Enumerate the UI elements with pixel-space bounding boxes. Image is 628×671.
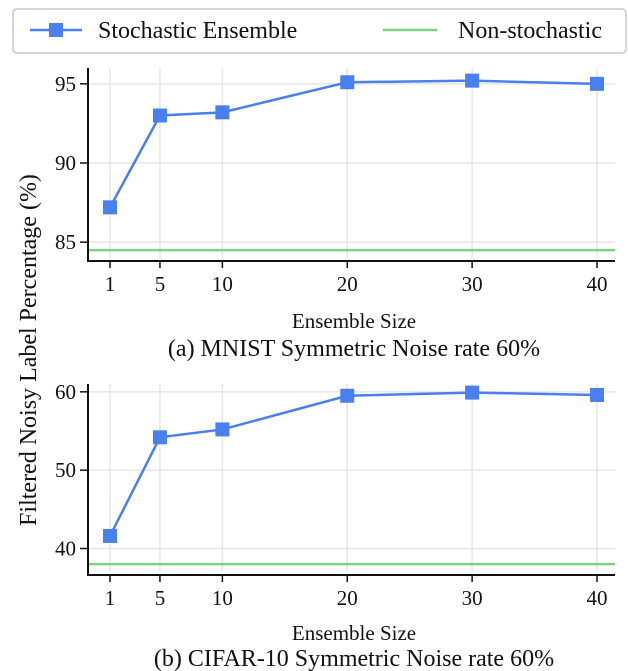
x-tick-label-30: 30: [462, 272, 483, 296]
y-tick-label-40: 40: [55, 537, 76, 561]
data-point-20: [340, 388, 355, 403]
legend: Stochastic Ensemble Non-stochastic: [12, 8, 627, 54]
caption-a: (a) MNIST Symmetric Noise rate 60%: [168, 336, 540, 362]
ticks-b: 1 5 10 20 30 40 40 50 60: [55, 380, 608, 610]
data-point-40: [590, 387, 604, 402]
axes-b: [87, 384, 615, 576]
legend-frame: [12, 8, 627, 54]
axes-a: [87, 68, 615, 262]
legend-item-stochastic: Stochastic Ensemble: [30, 18, 297, 44]
data-point-1: [103, 200, 117, 215]
x-tick-label-10: 10: [212, 586, 233, 610]
x-tick-label-20: 20: [337, 586, 358, 610]
x-axis-label-a: Ensemble Size: [292, 309, 416, 333]
x-tick-label-40: 40: [587, 272, 608, 296]
legend-marker-stochastic: [49, 23, 63, 37]
x-tick-label-40: 40: [587, 586, 608, 610]
ticks-a: 1 5 10 20 30 40 85 90 95: [55, 72, 608, 296]
data-point-20: [340, 75, 355, 90]
series-a: [103, 73, 604, 215]
chart-panel-a: 1 5 10 20 30 40 85 90 95 Ensemble Size (a) MNIST…: [55, 68, 615, 362]
x-tick-label-5: 5: [155, 272, 166, 296]
legend-label-nonstochastic: Non-stochastic: [458, 18, 602, 44]
data-point-40: [590, 76, 604, 91]
x-tick-label-20: 20: [337, 272, 358, 296]
y-axis-label: Filtered Noisy Label Percentage (%): [16, 174, 42, 526]
data-point-1: [103, 528, 117, 543]
y-tick-label-60: 60: [55, 380, 76, 404]
legend-label-stochastic: Stochastic Ensemble: [98, 18, 297, 44]
legend-item-nonstochastic: Non-stochastic: [383, 18, 602, 44]
series-line: [108, 79, 598, 208]
x-tick-label-1: 1: [105, 586, 116, 610]
x-axis-label-b: Ensemble Size: [292, 621, 416, 645]
data-point-30: [465, 73, 480, 88]
y-tick-label-50: 50: [55, 458, 76, 482]
data-point-10: [215, 105, 230, 120]
grid-b: [88, 384, 615, 572]
chart-panel-b: 1 5 10 20 30 40 40 50 60 Ensemble Size (b) CIFAR…: [55, 380, 615, 671]
x-tick-label-10: 10: [212, 272, 233, 296]
data-point-10: [215, 422, 230, 437]
data-point-5: [152, 108, 167, 123]
data-point-5: [152, 430, 167, 445]
x-tick-label-1: 1: [105, 272, 116, 296]
y-tick-label-95: 95: [55, 72, 76, 96]
series-line: [108, 391, 598, 537]
y-tick-label-90: 90: [55, 151, 76, 175]
x-tick-label-5: 5: [155, 586, 166, 610]
y-tick-label-85: 85: [55, 230, 76, 254]
data-point-30: [465, 385, 480, 400]
series-b: [103, 385, 604, 543]
grid-a: [88, 68, 615, 258]
caption-b: (b) CIFAR-10 Symmetric Noise rate 60%: [154, 646, 554, 671]
x-tick-label-30: 30: [462, 586, 483, 610]
